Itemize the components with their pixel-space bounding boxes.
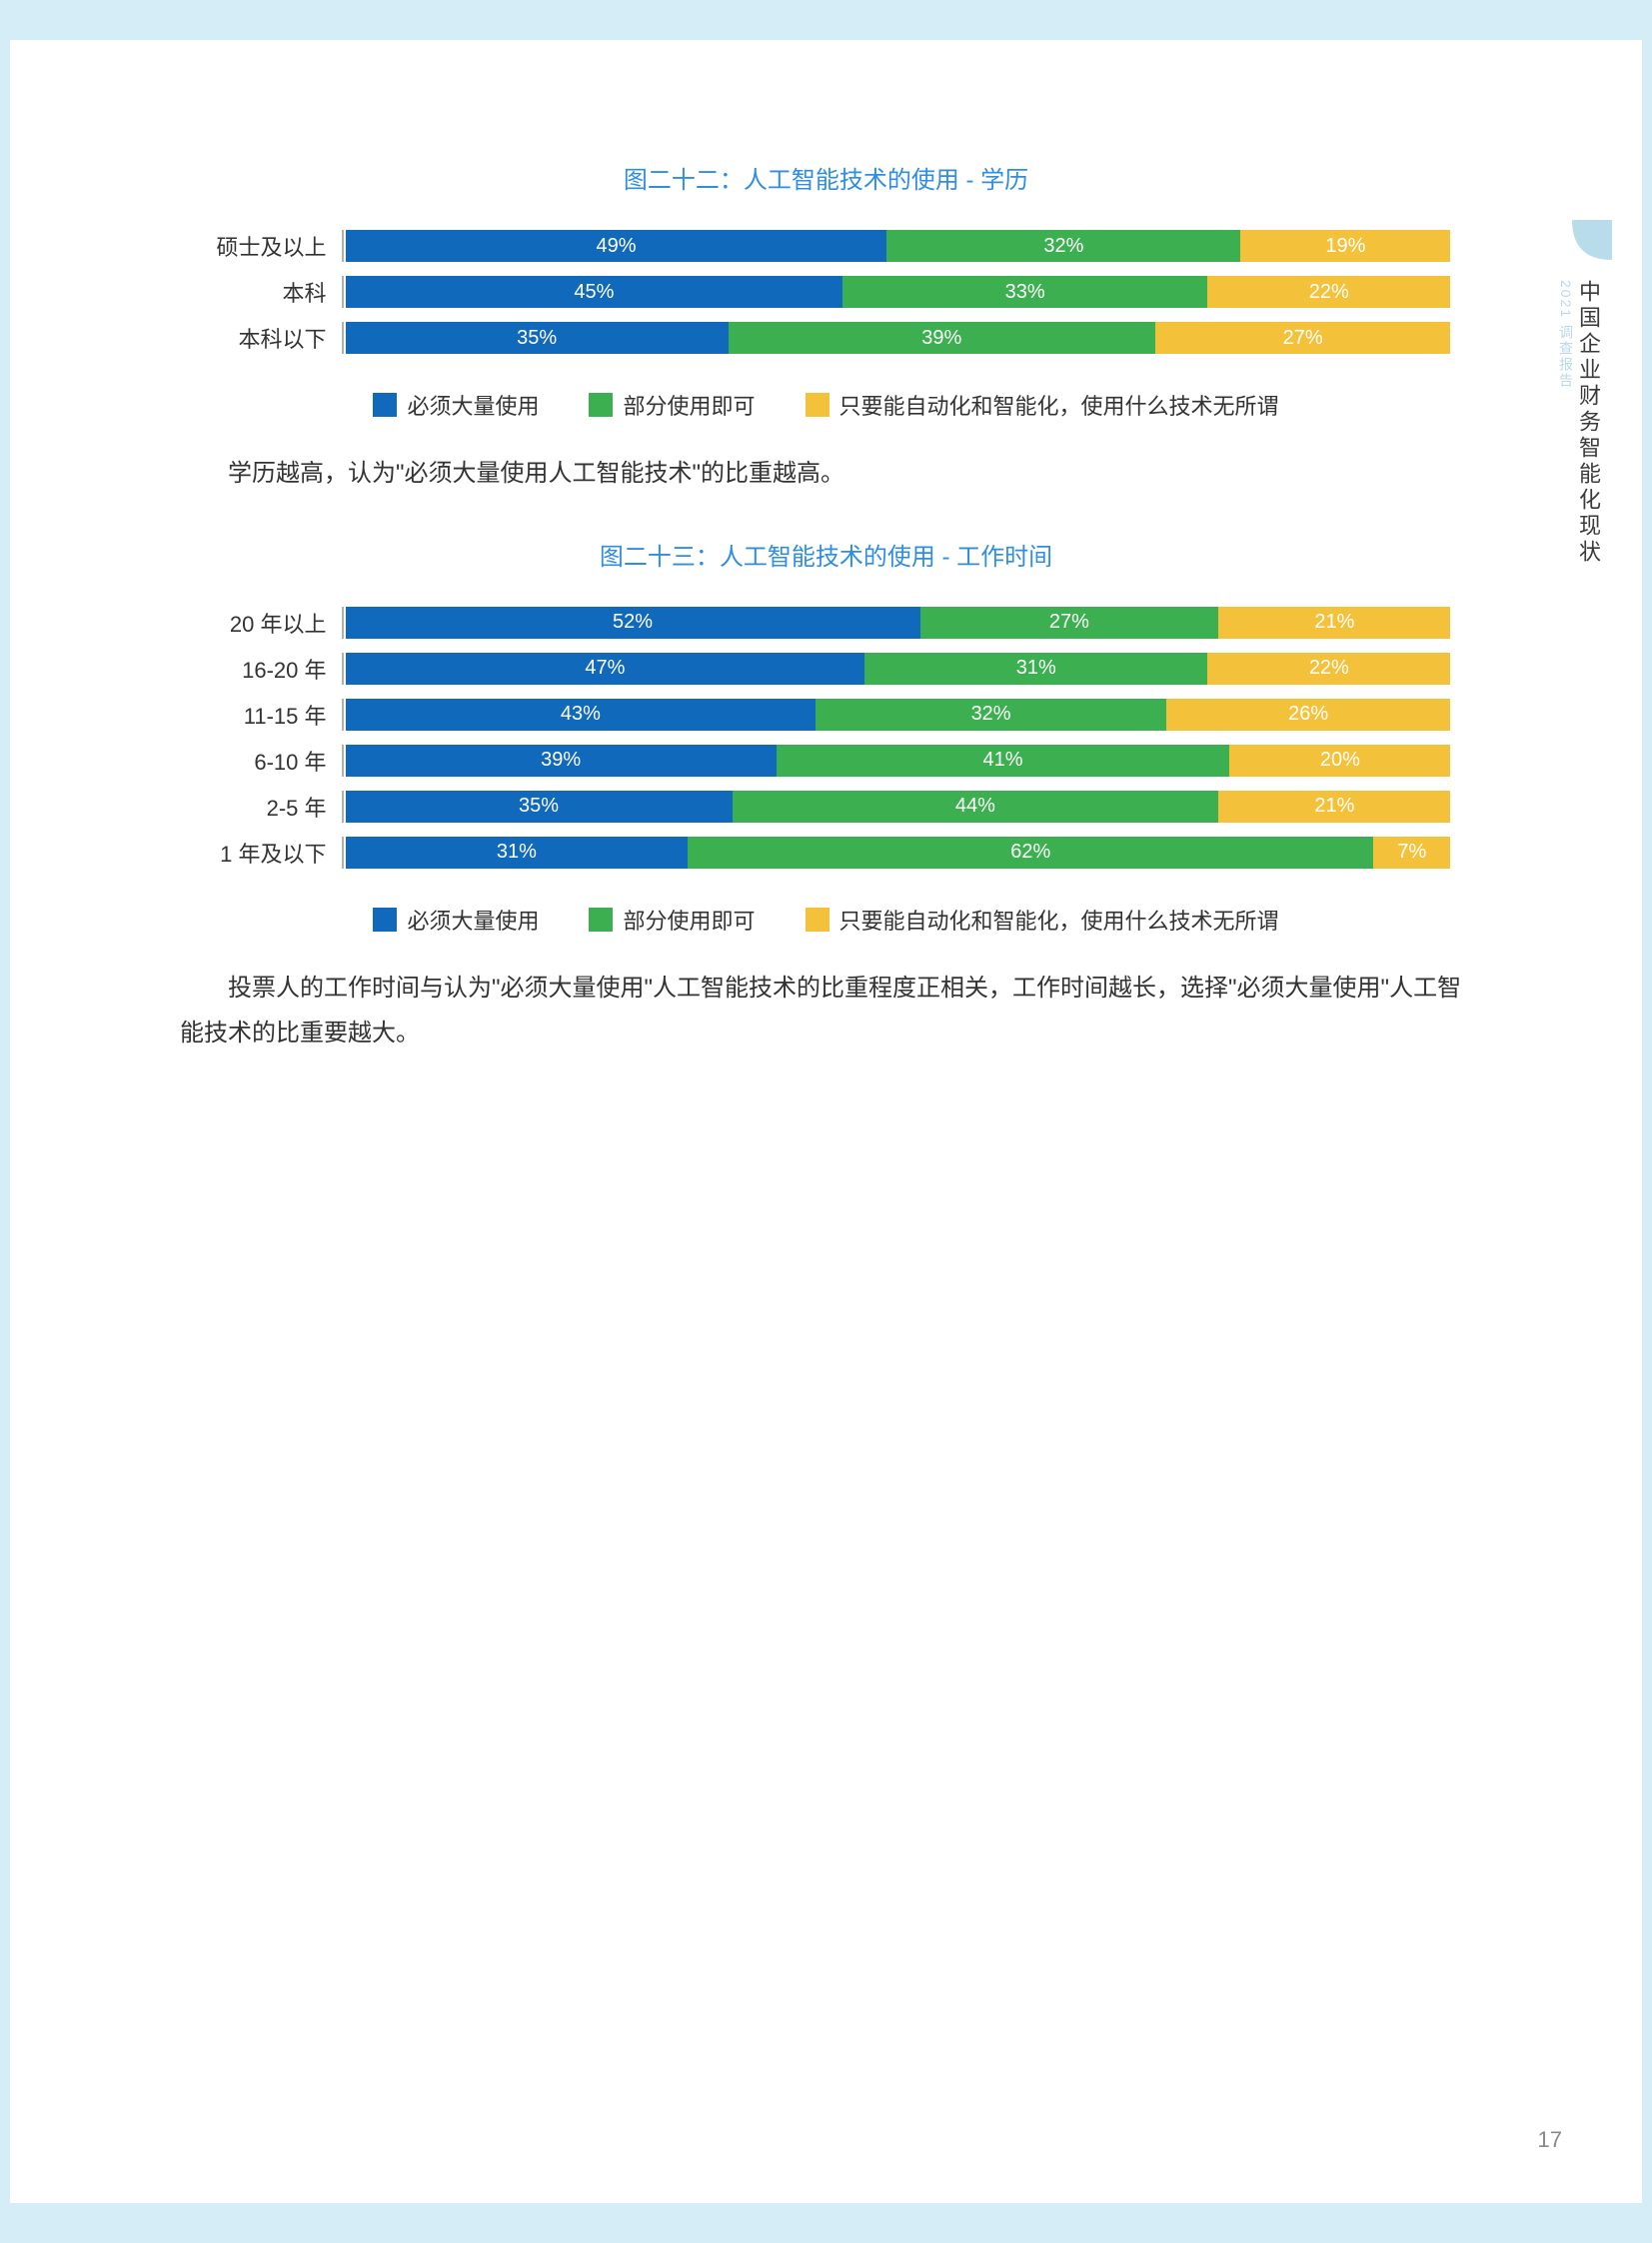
chart-row: 20 年以上52%27%21% [202,607,1451,639]
chart-segment: 45% [346,276,843,308]
chart-bar: 39%41%20% [342,745,1451,777]
chart-segment: 22% [1207,276,1450,308]
legend-swatch [373,908,397,932]
legend-label: 部分使用即可 [623,904,755,936]
page-number: 17 [1538,2127,1562,2153]
chart-segment: 22% [1207,653,1450,685]
legend-swatch [589,908,613,932]
chart-segment: 31% [864,653,1207,685]
chart-row-label: 硕士及以上 [202,230,342,262]
chart-segment: 33% [842,276,1207,308]
chart-row-label: 2-5 年 [202,791,342,823]
legend-swatch [806,393,829,417]
chart-segment: 20% [1229,745,1450,777]
chart-row-label: 16-20 年 [202,653,342,685]
chart-row: 本科以下35%39%27% [202,322,1451,354]
chart-bar: 43%32%26% [342,699,1451,731]
chart-segment: 27% [1155,322,1451,354]
chart-row-label: 20 年以上 [202,607,342,639]
chart22-title: 图二十二：人工智能技术的使用 - 学历 [160,160,1492,195]
chart-segment: 26% [1166,699,1451,731]
chart-segment: 47% [346,653,865,685]
chart-segment: 35% [346,791,733,823]
legend-swatch [806,908,829,932]
legend-item: 部分使用即可 [589,389,755,421]
chart-bar: 31%62%7% [342,837,1451,869]
chart-segment: 21% [1218,607,1450,639]
chart-segment: 49% [346,230,887,262]
chart-segment: 39% [729,322,1155,354]
legend-label: 必须大量使用 [407,389,539,421]
chart-segment: 43% [346,699,817,731]
legend-label: 部分使用即可 [623,389,755,421]
chart23: 20 年以上52%27%21%16-20 年47%31%22%11-15 年43… [202,607,1451,869]
chart-segment: 39% [346,745,777,777]
chart-segment: 41% [777,745,1229,777]
chart-row: 6-10 年39%41%20% [202,745,1451,777]
chart22-legend: 必须大量使用 部分使用即可 只要能自动化和智能化，使用什么技术无所谓 [160,389,1492,421]
chart-row-label: 1 年及以下 [202,837,342,869]
chart-row: 硕士及以上49%32%19% [202,230,1451,262]
chart-segment: 21% [1218,791,1450,823]
chart-segment: 62% [688,837,1373,869]
chart-segment: 32% [886,230,1240,262]
chart-segment: 52% [346,607,920,639]
chart-segment: 7% [1373,837,1450,869]
chart-row: 本科45%33%22% [202,276,1451,308]
side-tab-subtitle: 2021 调查报告 [1556,280,1576,389]
chart-segment: 32% [816,699,1165,731]
side-tab-icon [1572,220,1612,260]
side-tab: 2021 调查报告 中国企业财务智能化现状 [1562,220,1617,566]
chart-bar: 52%27%21% [342,607,1451,639]
chart22-note: 学历越高，认为"必须大量使用人工智能技术"的比重越高。 [180,451,1472,497]
chart23-note: 投票人的工作时间与认为"必须大量使用"人工智能技术的比重程度正相关，工作时间越长… [180,966,1472,1057]
legend-label: 必须大量使用 [407,904,539,936]
legend-label: 只要能自动化和智能化，使用什么技术无所谓 [839,904,1279,936]
legend-swatch [589,393,613,417]
side-tab-title: 中国企业财务智能化现状 [1572,280,1604,566]
chart-row-label: 11-15 年 [202,699,342,731]
chart-segment: 44% [733,791,1219,823]
chart-segment: 31% [346,837,689,869]
chart-bar: 35%44%21% [342,791,1451,823]
chart-bar: 45%33%22% [342,276,1451,308]
chart-row-label: 6-10 年 [202,745,342,777]
chart-segment: 35% [346,322,729,354]
chart-bar: 47%31%22% [342,653,1451,685]
chart-segment: 19% [1240,230,1450,262]
chart-row-label: 本科以下 [202,322,342,354]
chart-row: 1 年及以下31%62%7% [202,837,1451,869]
chart-row: 16-20 年47%31%22% [202,653,1451,685]
chart-bar: 49%32%19% [342,230,1451,262]
chart-row: 2-5 年35%44%21% [202,791,1451,823]
legend-item: 只要能自动化和智能化，使用什么技术无所谓 [806,389,1279,421]
chart23-title: 图二十三：人工智能技术的使用 - 工作时间 [160,537,1492,572]
legend-swatch [373,393,397,417]
chart-row-label: 本科 [202,276,342,308]
legend-item: 必须大量使用 [373,389,539,421]
legend-item: 只要能自动化和智能化，使用什么技术无所谓 [806,904,1279,936]
chart22: 硕士及以上49%32%19%本科45%33%22%本科以下35%39%27% [202,230,1451,354]
chart23-legend: 必须大量使用 部分使用即可 只要能自动化和智能化，使用什么技术无所谓 [160,904,1492,936]
chart-segment: 27% [920,607,1219,639]
legend-item: 部分使用即可 [589,904,755,936]
legend-label: 只要能自动化和智能化，使用什么技术无所谓 [839,389,1279,421]
legend-item: 必须大量使用 [373,904,539,936]
chart-bar: 35%39%27% [342,322,1451,354]
report-page: 2021 调查报告 中国企业财务智能化现状 图二十二：人工智能技术的使用 - 学… [10,40,1642,2203]
chart-row: 11-15 年43%32%26% [202,699,1451,731]
